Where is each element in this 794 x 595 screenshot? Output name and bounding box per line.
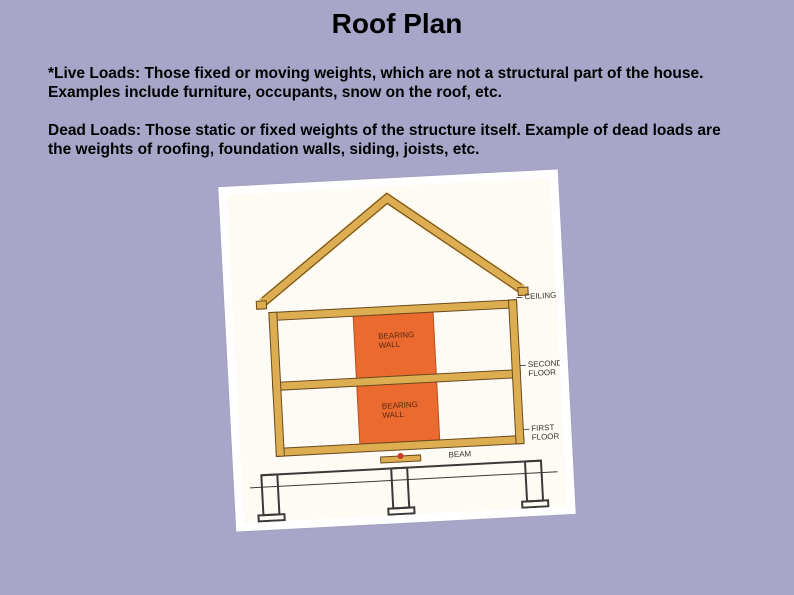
dead-loads-paragraph: Dead Loads: Those static or fixed weight… — [48, 121, 746, 160]
house-svg: CEILINGBEARINGWALLSECONDFLOORBEARINGWALL… — [227, 177, 568, 523]
svg-text:BEARING: BEARING — [378, 330, 414, 341]
svg-text:SECOND: SECOND — [528, 358, 563, 369]
svg-text:BEAM: BEAM — [448, 449, 471, 459]
house-section-diagram: CEILINGBEARINGWALLSECONDFLOORBEARINGWALL… — [218, 169, 576, 531]
svg-text:WALL: WALL — [382, 409, 404, 419]
svg-text:FLOOR: FLOOR — [532, 431, 560, 441]
svg-text:CEILING: CEILING — [524, 290, 556, 301]
text-content: *Live Loads: Those fixed or moving weigh… — [0, 40, 794, 160]
diagram-paper: CEILINGBEARINGWALLSECONDFLOORBEARINGWALL… — [227, 177, 568, 523]
svg-text:BEARING: BEARING — [382, 399, 418, 410]
page-title: Roof Plan — [0, 0, 794, 40]
svg-text:WALL: WALL — [378, 339, 400, 349]
svg-text:FLOOR: FLOOR — [528, 367, 556, 377]
live-loads-paragraph: *Live Loads: Those fixed or moving weigh… — [48, 64, 746, 103]
